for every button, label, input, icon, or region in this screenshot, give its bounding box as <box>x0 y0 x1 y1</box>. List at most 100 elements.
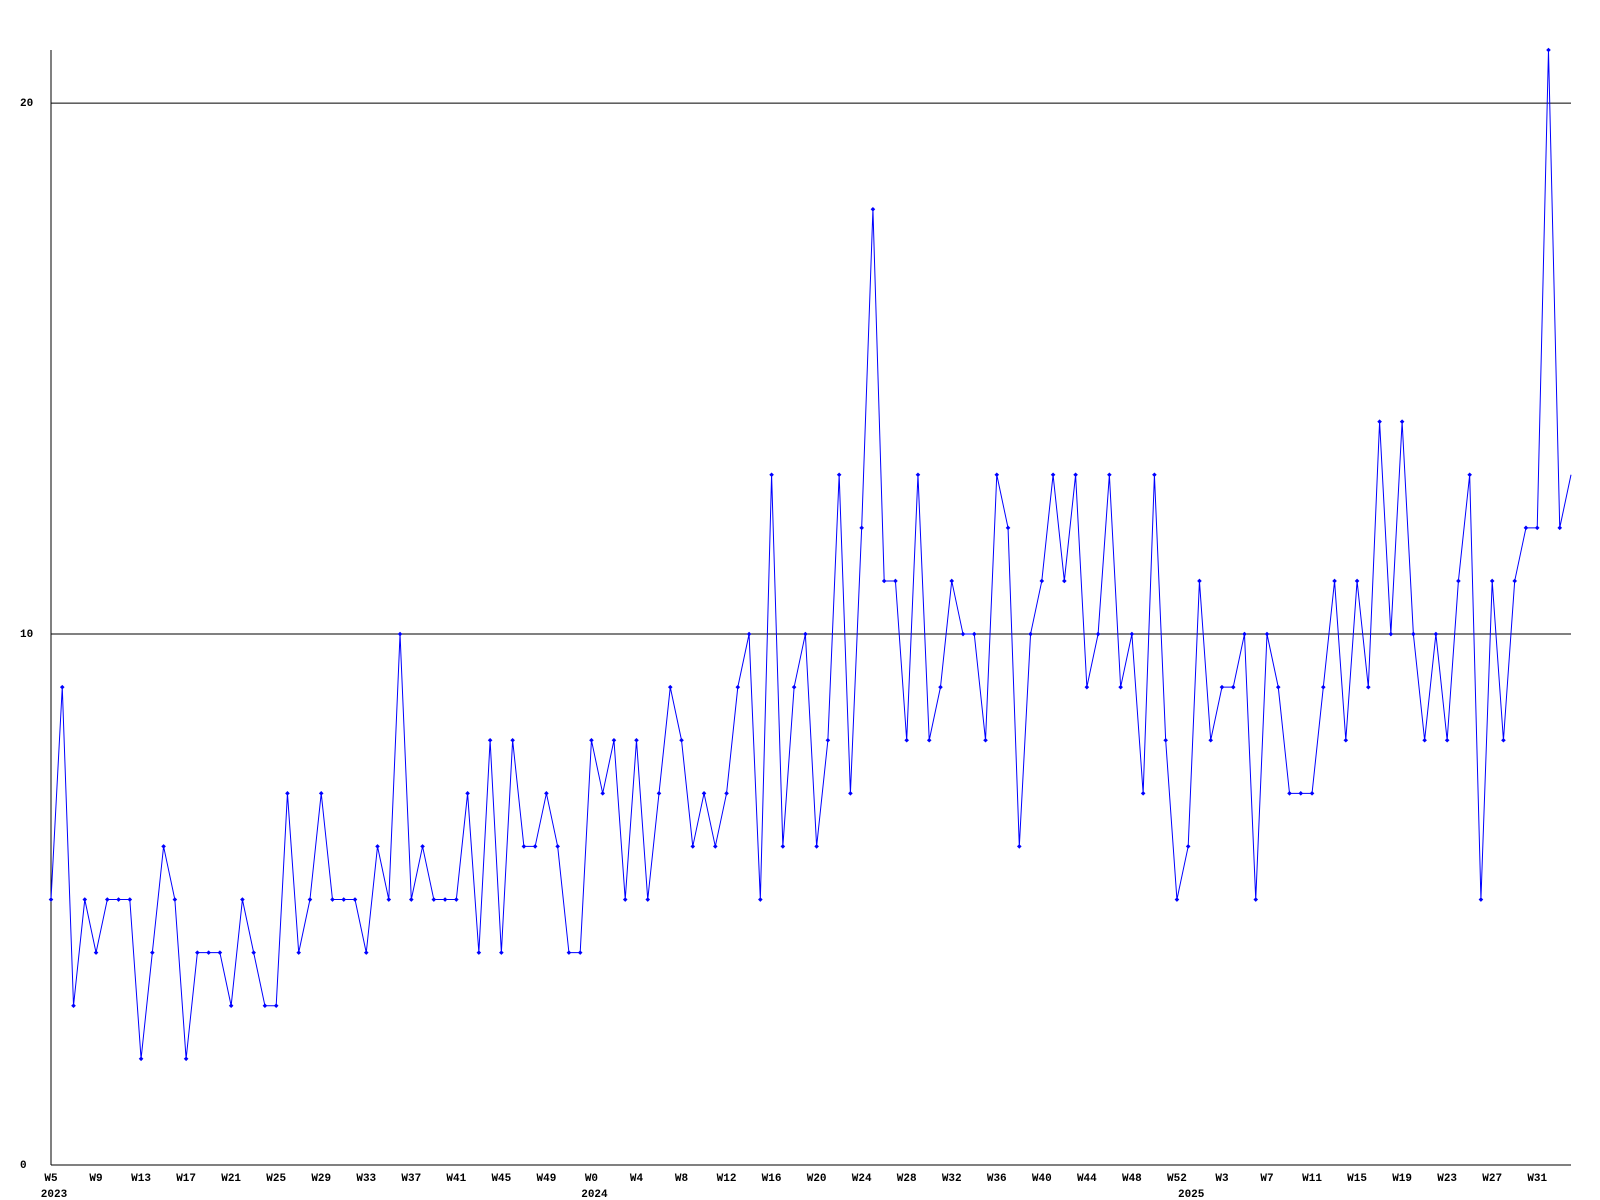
x-tick-label: W33 <box>356 1173 376 1185</box>
point-marker <box>859 525 864 531</box>
point-marker <box>589 737 594 743</box>
point-marker <box>521 844 527 849</box>
point-marker <box>1557 525 1563 531</box>
point-marker <box>1084 684 1090 690</box>
point-marker <box>712 844 718 849</box>
point-marker <box>1185 844 1191 849</box>
x-tick-label: W31 <box>1527 1173 1547 1185</box>
x-tick-label: W37 <box>401 1173 421 1185</box>
point-marker <box>296 950 302 955</box>
x-tick-label: W32 <box>942 1173 962 1185</box>
x-tick-label: W41 <box>446 1173 466 1185</box>
point-marker <box>1523 525 1529 531</box>
point-marker <box>195 950 200 955</box>
point-marker <box>780 844 786 849</box>
point-marker <box>915 472 921 478</box>
x-tick-label: W45 <box>491 1173 511 1185</box>
series-line <box>50 49 1572 1059</box>
point-marker <box>420 844 425 849</box>
point-marker <box>645 897 651 902</box>
point-marker <box>803 631 808 637</box>
point-marker <box>1219 684 1225 690</box>
point-marker <box>1309 791 1315 796</box>
x-tick-label: W0 <box>585 1173 598 1185</box>
point-marker <box>904 737 910 743</box>
point-marker <box>93 950 99 955</box>
point-marker <box>206 950 211 955</box>
point-marker <box>465 791 470 796</box>
point-marker <box>532 844 538 849</box>
point-marker <box>555 844 560 849</box>
point-marker <box>59 684 65 690</box>
point-marker <box>1489 578 1495 584</box>
point-marker <box>1534 525 1540 531</box>
x-tick-label: W49 <box>537 1173 557 1185</box>
point-marker <box>769 472 774 478</box>
point-marker <box>994 472 1000 478</box>
x-tick-label: W5 <box>44 1173 58 1185</box>
point-marker <box>1242 631 1247 637</box>
point-marker <box>510 737 515 743</box>
x-year-label: 2025 <box>1178 1189 1205 1200</box>
point-marker <box>1140 791 1146 796</box>
point-marker <box>971 631 977 637</box>
point-marker <box>1411 631 1416 637</box>
x-year-label: 2024 <box>581 1189 608 1200</box>
point-marker <box>634 737 639 743</box>
point-marker <box>104 897 110 902</box>
point-marker <box>1354 578 1360 584</box>
point-marker <box>983 737 988 743</box>
point-marker <box>150 950 155 955</box>
point-marker <box>499 950 504 955</box>
point-marker <box>1016 844 1022 849</box>
point-marker <box>1197 578 1202 584</box>
point-marker <box>1298 791 1304 796</box>
point-marker <box>1501 737 1506 743</box>
point-marker <box>1073 472 1078 478</box>
point-marker <box>690 844 696 849</box>
point-marker <box>656 791 662 796</box>
point-marker <box>611 737 617 743</box>
x-tick-label: W40 <box>1032 1173 1052 1185</box>
point-marker <box>454 897 459 902</box>
point-marker <box>1050 472 1056 478</box>
x-tick-label: W8 <box>675 1173 689 1185</box>
point-marker <box>1062 578 1067 584</box>
point-marker <box>1377 419 1382 424</box>
x-tick-label: W24 <box>852 1173 872 1185</box>
point-marker <box>330 897 335 902</box>
point-marker <box>1253 897 1259 902</box>
point-marker <box>1467 472 1472 478</box>
point-marker <box>251 950 256 955</box>
point-marker <box>487 737 493 743</box>
point-marker <box>161 844 166 849</box>
point-marker <box>71 1003 76 1009</box>
point-marker <box>217 950 223 955</box>
point-marker <box>397 631 403 637</box>
point-marker <box>228 1003 234 1009</box>
point-marker <box>724 791 729 796</box>
point-marker <box>938 684 943 690</box>
point-marker <box>1230 684 1236 690</box>
point-marker <box>836 472 842 478</box>
point-marker <box>667 684 673 690</box>
point-marker <box>1174 897 1180 902</box>
point-marker <box>600 791 606 796</box>
point-marker <box>1028 631 1033 637</box>
x-tick-label: W4 <box>630 1173 644 1185</box>
point-marker <box>1107 472 1112 478</box>
y-tick-label: 0 <box>20 1160 27 1172</box>
x-tick-label: W23 <box>1437 1173 1457 1185</box>
point-marker <box>758 897 763 902</box>
point-marker <box>825 737 831 743</box>
point-marker <box>1456 578 1461 584</box>
point-marker <box>1039 578 1045 584</box>
point-marker <box>1366 684 1371 690</box>
point-marker <box>408 897 414 902</box>
point-marker <box>679 737 684 743</box>
point-marker <box>352 897 358 902</box>
point-marker <box>363 950 369 955</box>
point-marker <box>318 791 324 796</box>
point-marker <box>544 791 549 796</box>
